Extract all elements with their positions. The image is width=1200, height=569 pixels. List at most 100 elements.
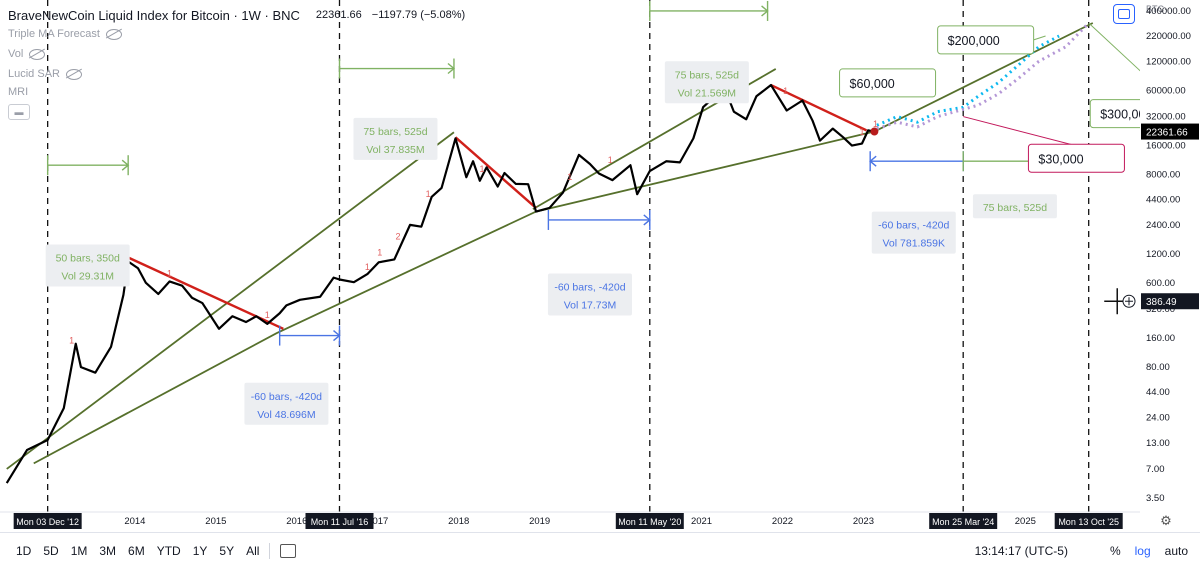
trend-line[interactable]	[454, 136, 537, 209]
symbol-title[interactable]: BraveNewCoin Liquid Index for Bitcoin · …	[8, 7, 300, 23]
sar-marker-label: 1	[265, 310, 270, 320]
bottom-right-controls: 13:14:17 (UTC-5) % log auto	[975, 533, 1188, 569]
y-tick-label: 24.00	[1146, 412, 1170, 423]
range-arrowhead	[643, 214, 651, 226]
indicator-label: MRI	[8, 86, 29, 98]
range-info-text: Vol 17.73M	[564, 300, 617, 312]
indicator-row-triple-ma[interactable]: Triple MA Forecast	[8, 24, 465, 44]
price-callout-text: $200,000	[948, 34, 1000, 48]
range-5d[interactable]: 5D	[43, 544, 59, 558]
indicator-row-lucid-sar[interactable]: Lucid SAR	[8, 64, 465, 84]
sar-marker-label: 1	[783, 86, 788, 96]
range-1m[interactable]: 1M	[70, 544, 88, 558]
y-tick-label: 44.00	[1146, 387, 1170, 398]
time-marker-tag-bg	[615, 513, 684, 529]
trend-line[interactable]	[6, 131, 455, 470]
range-info-text: Vol 37.835M	[366, 144, 424, 156]
price-axis-bg	[1140, 0, 1200, 512]
indicator-row-mri[interactable]: MRI	[8, 84, 465, 100]
time-marker-tag[interactable]: Mon 11 May '20	[618, 517, 681, 527]
crosshair-price-tag-bg	[1141, 293, 1199, 310]
eye-hidden-icon[interactable]	[65, 68, 82, 80]
y-tick-label: 3.50	[1146, 493, 1165, 504]
crosshair-price-tag: 386.49	[1146, 297, 1177, 308]
toolbar-divider	[269, 543, 271, 559]
x-tick-label: 2019	[529, 516, 550, 527]
x-tick-label: 2022	[772, 516, 793, 527]
range-arrowhead	[121, 159, 130, 171]
y-tick-label: 7.00	[1146, 464, 1165, 475]
x-tick-label: 2016	[286, 516, 307, 527]
range-info-text: Vol 48.696M	[257, 409, 315, 421]
calendar-range-icon[interactable]	[280, 544, 297, 558]
forecast-line[interactable]	[876, 34, 1060, 127]
indicator-label: Triple MA Forecast	[8, 28, 100, 40]
range-info-text: Vol 781.859K	[883, 238, 945, 250]
sar-marker-label: 1	[860, 127, 865, 137]
range-1y[interactable]: 1Y	[192, 544, 208, 558]
range-arrowhead	[869, 155, 877, 167]
x-tick-label: 2014	[124, 516, 145, 527]
price-callout-box[interactable]	[839, 68, 937, 98]
settings-gear-icon[interactable]: ⚙	[1160, 514, 1172, 529]
currency-label: BTC·	[1146, 4, 1167, 14]
time-marker-tag[interactable]: Mon 13 Oct '25	[1058, 517, 1119, 527]
last-value: 22361.66	[315, 9, 362, 21]
sar-marker-label: 1	[480, 164, 485, 174]
range-5y[interactable]: 5Y	[219, 544, 235, 558]
range-3m[interactable]: 3M	[99, 544, 117, 558]
percent-scale-toggle[interactable]: %	[1109, 544, 1121, 558]
y-tick-label: 400000.00	[1146, 6, 1191, 17]
log-scale-toggle[interactable]: log	[1134, 544, 1151, 558]
time-marker-tag[interactable]: Mon 03 Dec '12	[16, 517, 79, 527]
x-tick-label: 2025	[1015, 516, 1036, 527]
price-callout-box[interactable]	[937, 25, 1035, 55]
sar-marker-label: 1	[567, 172, 572, 182]
y-tick-label: 60000.00	[1146, 85, 1186, 96]
indicator-settings-icon[interactable]: ▬	[8, 104, 30, 120]
price-line[interactable]	[5, 83, 875, 484]
range-info-text: 75 bars, 525d	[983, 202, 1047, 214]
last-price-dot	[870, 127, 879, 136]
eye-hidden-icon[interactable]	[105, 28, 122, 40]
y-tick-label: 8000.00	[1146, 170, 1180, 181]
auto-scale-toggle[interactable]: auto	[1164, 544, 1188, 558]
clock-time[interactable]: 13:14:17 (UTC-5)	[974, 544, 1068, 558]
last-price-tag: 22361.66	[1146, 128, 1188, 139]
screenshot-icon[interactable]	[1113, 4, 1135, 24]
range-1d[interactable]: 1D	[16, 544, 32, 558]
sar-marker-label: 1	[365, 262, 370, 272]
forecast-line[interactable]	[876, 21, 1090, 131]
trend-line[interactable]	[770, 83, 868, 132]
price-callout-text: $60,000	[850, 77, 895, 91]
price-callout-text: $300,000	[1100, 108, 1152, 122]
y-tick-label: 1200.00	[1146, 249, 1180, 260]
time-marker-tag-bg	[1054, 513, 1123, 529]
range-info-text: Vol 29.31M	[61, 271, 114, 283]
sar-marker-label: 1	[69, 336, 74, 346]
price-callout-box[interactable]	[1027, 143, 1125, 173]
range-6m[interactable]: 6M	[128, 544, 145, 558]
range-info-box	[547, 273, 632, 316]
x-tick-label: 2017	[367, 516, 388, 527]
time-marker-tag-bg	[929, 513, 998, 529]
time-axis-bg	[0, 512, 1200, 532]
range-info-box	[45, 244, 130, 287]
time-marker-tag[interactable]: Mon 11 Jul '16	[311, 517, 369, 527]
x-tick-label: 2023	[853, 516, 874, 527]
callout-connector	[1033, 35, 1046, 41]
y-tick-label: 220000.00	[1146, 31, 1191, 42]
time-marker-tag[interactable]: Mon 25 Mar '24	[932, 517, 994, 527]
sar-marker-label: 2	[395, 231, 400, 241]
indicator-row-vol[interactable]: Vol	[8, 44, 465, 64]
range-info-text: 75 bars, 525d	[675, 69, 739, 81]
range-info-text: -60 bars, -420d	[251, 391, 322, 403]
sar-marker-label: 1	[377, 248, 382, 258]
y-tick-label: 16000.00	[1146, 141, 1186, 152]
range-info-text: -60 bars, -420d	[554, 282, 625, 294]
bottom-toolbar: 1D 5D 1M 3M 6M YTD 1Y 5Y All 13:14:17 (U…	[0, 532, 1200, 569]
eye-hidden-icon[interactable]	[29, 48, 46, 60]
range-ytd[interactable]: YTD	[156, 544, 181, 558]
range-all[interactable]: All	[246, 544, 260, 558]
